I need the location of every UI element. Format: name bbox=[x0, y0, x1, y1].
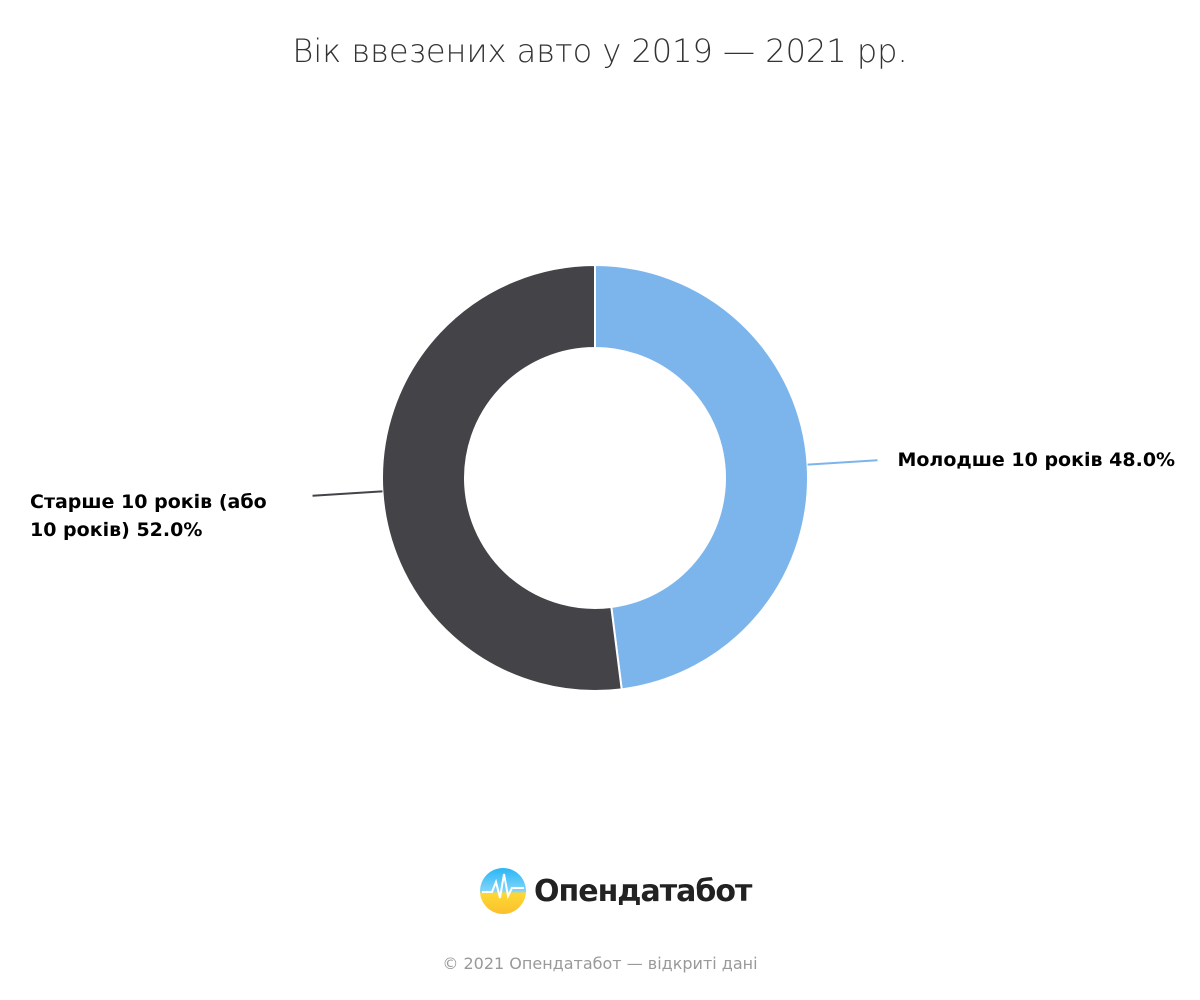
label-category: Молодше 10 років bbox=[897, 449, 1103, 472]
logo-text: Опендатабот bbox=[534, 873, 752, 909]
label-value: 48.0% bbox=[1109, 449, 1176, 472]
data-label: Молодше 10 років 48.0% bbox=[897, 446, 1197, 474]
donut-slice bbox=[381, 263, 623, 692]
logo: Опендатабот bbox=[480, 866, 752, 916]
label-value: 52.0% bbox=[136, 518, 203, 541]
label-connector bbox=[807, 459, 878, 466]
logo-icon bbox=[480, 868, 526, 914]
donut-slice bbox=[594, 263, 809, 691]
footer: © 2021 Опендатабот — відкриті дані bbox=[442, 954, 758, 973]
label-category: Старше 10 років (або 10 років) bbox=[30, 490, 267, 541]
data-label: Старше 10 років (або 10 років) 52.0% bbox=[30, 488, 293, 544]
label-connector bbox=[312, 490, 383, 497]
chart-title: Вік ввезених авто у 2019 — 2021 рр. bbox=[292, 32, 908, 70]
